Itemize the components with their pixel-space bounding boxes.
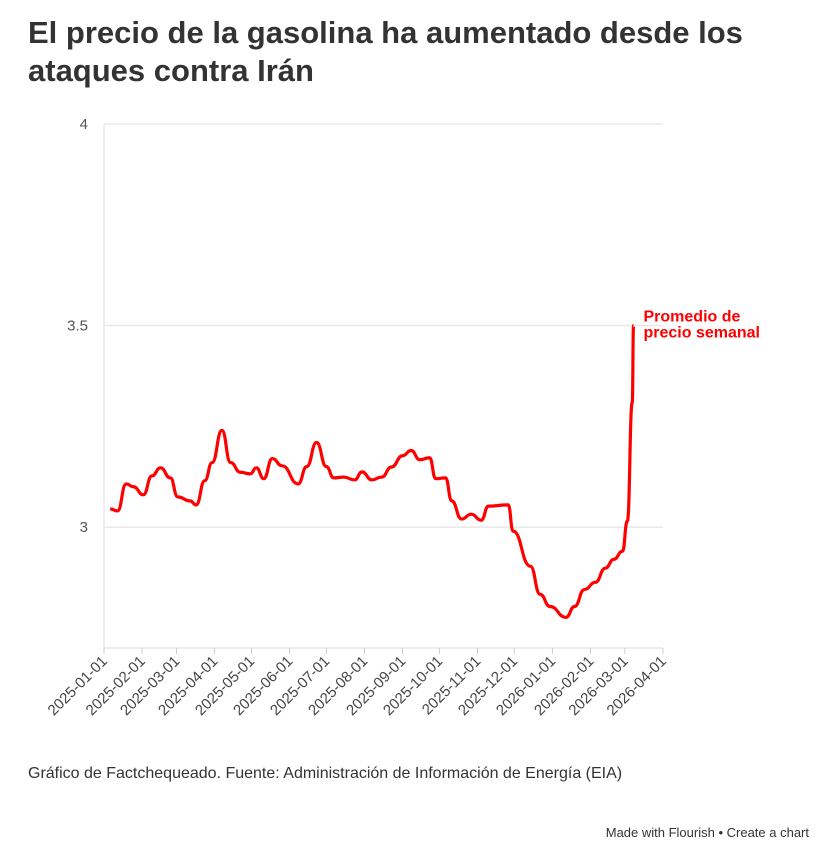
series-label: Promedio de (644, 309, 741, 326)
made-with-flourish-link[interactable]: Made with Flourish (605, 825, 715, 840)
line-chart: 33.542025-01-012025-02-012025-03-012025-… (45, 116, 761, 719)
series-line (110, 323, 636, 619)
chart-title: El precio de la gasolina ha aumentado de… (28, 15, 743, 88)
create-chart-link[interactable]: Create a chart (726, 825, 809, 840)
flourish-footer: Made with Flourish • Create a chart (606, 825, 809, 840)
y-tick-label: 3 (80, 519, 88, 536)
y-tick-label: 3.5 (67, 318, 88, 335)
y-tick-label: 4 (80, 116, 88, 133)
series-label: precio semanal (644, 325, 761, 342)
source-note: Gráfico de Factchequeado. Fuente: Admini… (28, 765, 623, 782)
footer-separator: • (714, 825, 727, 840)
